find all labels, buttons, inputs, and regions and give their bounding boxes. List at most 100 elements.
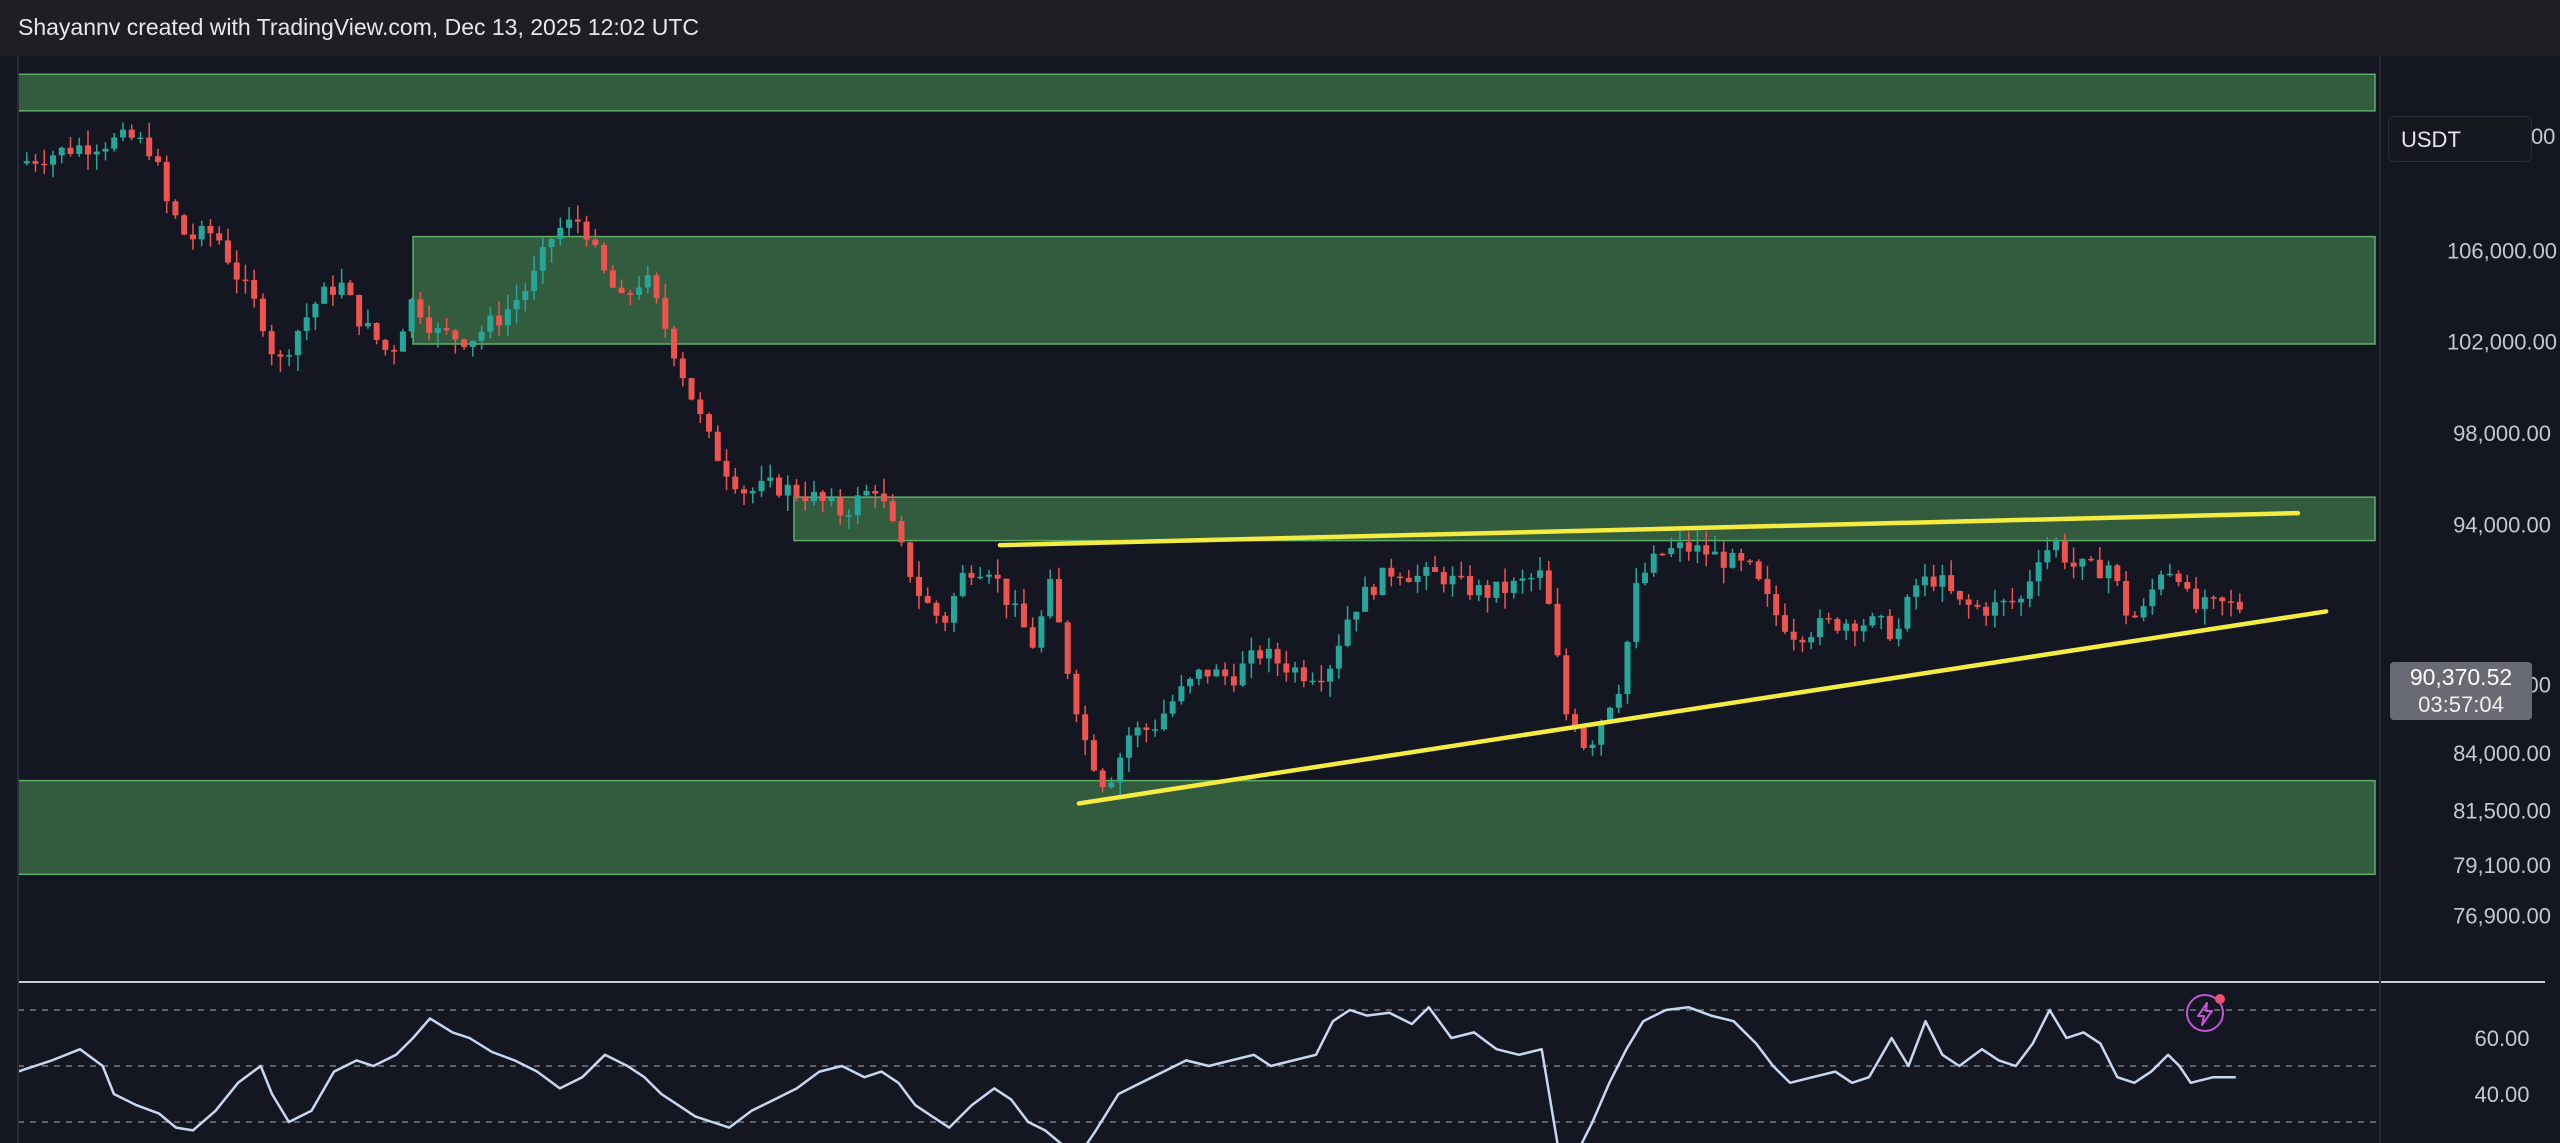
candle-body (286, 355, 293, 357)
candle-body (2219, 597, 2226, 602)
candle-body (1038, 616, 1045, 648)
candle-body (828, 498, 835, 502)
candle-body (924, 596, 931, 603)
candle-body (1362, 586, 1369, 612)
candle-body (548, 238, 555, 248)
candle-body (417, 299, 424, 318)
candle-body (1799, 639, 1806, 643)
candle-body (1816, 618, 1823, 638)
candle-body (1572, 714, 1579, 728)
candle-body (1335, 645, 1342, 669)
candle-body (1239, 663, 1246, 686)
candle-body (1484, 585, 1491, 598)
candle-body (84, 145, 91, 155)
candle-body (1257, 650, 1264, 659)
price-axis-label: 102,000.00 (2447, 330, 2557, 355)
alert-badge (2215, 994, 2225, 1004)
candle-body (259, 298, 266, 332)
rsi-axis[interactable]: 60.00 40.00 (2474, 1026, 2529, 1107)
candle-body (1729, 553, 1736, 568)
candle-body (1318, 680, 1325, 683)
candle-body (1921, 576, 1928, 586)
rsi-levels-layer (18, 1009, 2380, 1123)
candle-body (1974, 604, 1981, 607)
candle-body (1519, 578, 1526, 581)
candle-body (1711, 551, 1718, 555)
candle-body (2228, 601, 2235, 603)
candle-body (364, 323, 371, 327)
candle-body (889, 501, 896, 522)
trendline-support (1076, 609, 2329, 806)
candle-body (76, 145, 83, 154)
candle-body (1694, 545, 1701, 552)
candle-body (671, 328, 678, 359)
candle-body (32, 161, 39, 164)
candle-body (2088, 558, 2095, 561)
candle-body (277, 354, 284, 357)
candle-body (1397, 576, 1404, 579)
candle-body (1659, 553, 1666, 556)
candle-body (23, 161, 30, 164)
candle-body (942, 615, 949, 623)
candle-body (268, 331, 275, 355)
candle-body (1703, 545, 1710, 555)
candle-body (1003, 578, 1010, 605)
candle-body (2009, 600, 2016, 603)
candle-body (1020, 603, 1027, 628)
candle-body (1886, 615, 1893, 640)
candle-body (426, 317, 433, 333)
candle-body (1554, 603, 1561, 656)
candle-body (1843, 623, 1850, 631)
candle-body (1633, 583, 1640, 642)
price-chart[interactable]: 111,000.00106,000.00102,000.0098,000.009… (0, 56, 2560, 1143)
candle-body (2210, 597, 2217, 599)
candle-body (1676, 542, 1683, 549)
candle-body (1983, 606, 1990, 616)
candle-body (697, 399, 704, 415)
candle-body (679, 358, 686, 379)
price-axis[interactable]: 111,000.00106,000.00102,000.0098,000.009… (2447, 124, 2557, 928)
candle-body (242, 279, 249, 282)
candle-body (1379, 567, 1386, 596)
plot-area[interactable] (18, 56, 2380, 1143)
candle-body (933, 602, 940, 616)
candle-body (1606, 707, 1613, 722)
candle-body (662, 298, 669, 329)
candle-body (1537, 570, 1544, 578)
candle-body (1904, 596, 1911, 629)
candle-body (583, 221, 590, 240)
candle-body (102, 148, 109, 152)
candle-body (1204, 669, 1211, 677)
candle-body (189, 234, 196, 240)
candle-body (513, 300, 520, 310)
candle-body (1064, 622, 1071, 674)
candle-body (1432, 567, 1439, 572)
candle-body (2061, 541, 2068, 563)
lightning-icon[interactable] (2186, 994, 2225, 1032)
candle-body (2149, 589, 2156, 607)
candle-body (1510, 580, 1517, 593)
candle-body (1055, 579, 1062, 623)
candle-body (1580, 727, 1587, 748)
candle-body (1641, 572, 1648, 584)
candle-body (1475, 585, 1482, 596)
candle-body (408, 299, 415, 332)
candle-body (1230, 676, 1237, 686)
candle-body (1143, 727, 1150, 730)
candle-body (592, 239, 599, 245)
candle-body (111, 137, 118, 149)
candle-body (1090, 740, 1097, 771)
candle-body (391, 349, 398, 352)
candle-body (2114, 565, 2121, 582)
candle-body (574, 219, 581, 222)
currency-selector[interactable]: USDT (2388, 116, 2532, 162)
candle-body (2123, 581, 2130, 616)
candle-body (531, 270, 538, 292)
candle-body (1370, 586, 1377, 596)
candle-body (2105, 565, 2112, 579)
candle-body (1012, 603, 1019, 605)
candle-body (1650, 553, 1657, 573)
candle-body (2018, 598, 2025, 603)
candle-body (41, 163, 48, 166)
chart-frame[interactable]: 111,000.00106,000.00102,000.0098,000.009… (0, 56, 2560, 1143)
